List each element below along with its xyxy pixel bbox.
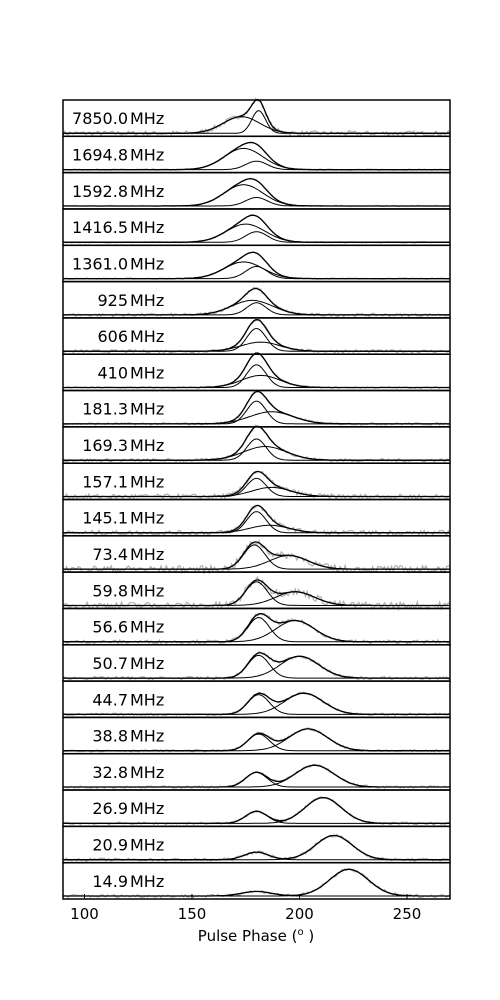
x-axis: 100 150 200 250: [70, 894, 421, 923]
frequency-unit: MHz: [130, 254, 164, 273]
frequency-unit: MHz: [130, 109, 164, 128]
model-sum-line: [63, 579, 450, 607]
model-sum-line: [63, 470, 450, 498]
model-sum-line: [63, 214, 450, 243]
frequency-unit: MHz: [130, 763, 164, 782]
frequency-value: 59.8: [92, 581, 128, 600]
model-sum-line: [63, 796, 450, 825]
frequency-value: 7850.0: [72, 109, 128, 128]
model-sum-line: [63, 390, 450, 425]
x-tick-label: 200: [285, 905, 314, 923]
frequency-unit: MHz: [130, 581, 164, 600]
panel-16: 44.7 MHz: [62, 680, 451, 719]
frequency-value: 56.6: [92, 618, 128, 637]
panel-4: 1361.0 MHz: [62, 244, 451, 283]
panel-10: 157.1 MHz: [62, 462, 451, 501]
frequency-value: 925: [97, 291, 128, 310]
model-sum-line: [63, 764, 450, 788]
frequency-value: 1694.8: [72, 146, 128, 165]
frequency-value: 410: [97, 363, 128, 382]
model-sum-line: [63, 728, 450, 752]
panel-5: 925 MHz: [62, 280, 451, 319]
frequency-value: 181.3: [82, 400, 128, 419]
frequency-value: 44.7: [92, 690, 128, 709]
model-sum-line: [63, 868, 450, 897]
panel-20: 20.9 MHz: [62, 825, 451, 864]
model-sum-line: [63, 504, 450, 534]
panel-11: 145.1 MHz: [62, 498, 451, 537]
frequency-value: 145.1: [82, 509, 128, 528]
frequency-unit: MHz: [130, 363, 164, 382]
frequency-value: 73.4: [92, 545, 128, 564]
frequency-unit: MHz: [130, 182, 164, 201]
panel-21: 14.9 MHz: [62, 861, 451, 900]
frequency-unit: MHz: [130, 727, 164, 746]
panel-14: 56.6 MHz: [62, 607, 451, 646]
frequency-value: 14.9: [92, 872, 128, 891]
panel-12: 73.4 MHz: [62, 535, 451, 575]
panel-0: 7850.0 MHz: [62, 97, 451, 138]
panel-9: 169.3 MHz: [62, 424, 451, 464]
panel-3: 1416.5 MHz: [62, 208, 451, 247]
frequency-unit: MHz: [130, 690, 164, 709]
frequency-unit: MHz: [130, 400, 164, 419]
panel-2: 1592.8 MHz: [62, 171, 451, 210]
model-sum-line: [63, 541, 450, 570]
model-sum-line: [63, 178, 450, 207]
x-tick-label: 250: [393, 905, 422, 923]
frequency-unit: MHz: [130, 436, 164, 455]
frequency-value: 1416.5: [72, 218, 128, 237]
model-sum-line: [63, 834, 450, 861]
frequency-value: 157.1: [82, 472, 128, 491]
model-sum-line: [63, 141, 450, 171]
frequency-value: 169.3: [82, 436, 128, 455]
frequency-value: 606: [97, 327, 128, 346]
panel-19: 26.9 MHz: [62, 789, 451, 828]
model-sum-line: [63, 612, 450, 643]
panel-17: 38.8 MHz: [62, 716, 451, 755]
frequency-value: 26.9: [92, 799, 128, 818]
model-sum-line: [63, 692, 450, 716]
model-sum-line: [63, 287, 450, 316]
panel-frame: [62, 861, 451, 900]
frequency-unit: MHz: [130, 618, 164, 637]
model-sum-line: [63, 251, 450, 280]
frequency-unit: MHz: [130, 146, 164, 165]
model-sum-line: [63, 652, 450, 679]
frequency-value: 38.8: [92, 727, 128, 746]
frequency-unit: MHz: [130, 291, 164, 310]
panel-1: 1694.8 MHz: [62, 135, 451, 174]
frequency-value: 1361.0: [72, 254, 128, 273]
frequency-unit: MHz: [130, 509, 164, 528]
panel-15: 50.7 MHz: [62, 644, 451, 682]
frequency-value: 50.7: [92, 654, 128, 673]
panel-8: 181.3 MHz: [62, 389, 451, 428]
frequency-value: 20.9: [92, 836, 128, 855]
x-tick-label: 150: [178, 905, 207, 923]
panel-18: 32.8 MHz: [62, 752, 451, 791]
frequency-unit: MHz: [130, 218, 164, 237]
frequency-unit: MHz: [130, 327, 164, 346]
frequency-unit: MHz: [130, 872, 164, 891]
frequency-unit: MHz: [130, 545, 164, 564]
frequency-unit: MHz: [130, 654, 164, 673]
frequency-unit: MHz: [130, 799, 164, 818]
model-sum-line: [63, 318, 450, 352]
frequency-unit: MHz: [130, 836, 164, 855]
x-axis-label: Pulse Phase (o ): [198, 927, 314, 945]
panel-13: 59.8 MHz: [62, 571, 451, 612]
frequency-value: 1592.8: [72, 182, 128, 201]
frequency-unit: MHz: [130, 472, 164, 491]
x-tick-label: 100: [70, 905, 99, 923]
panel-7: 410 MHz: [62, 351, 451, 392]
model-sum-line: [63, 352, 450, 389]
frequency-value: 32.8: [92, 763, 128, 782]
panel-6: 606 MHz: [62, 317, 451, 355]
